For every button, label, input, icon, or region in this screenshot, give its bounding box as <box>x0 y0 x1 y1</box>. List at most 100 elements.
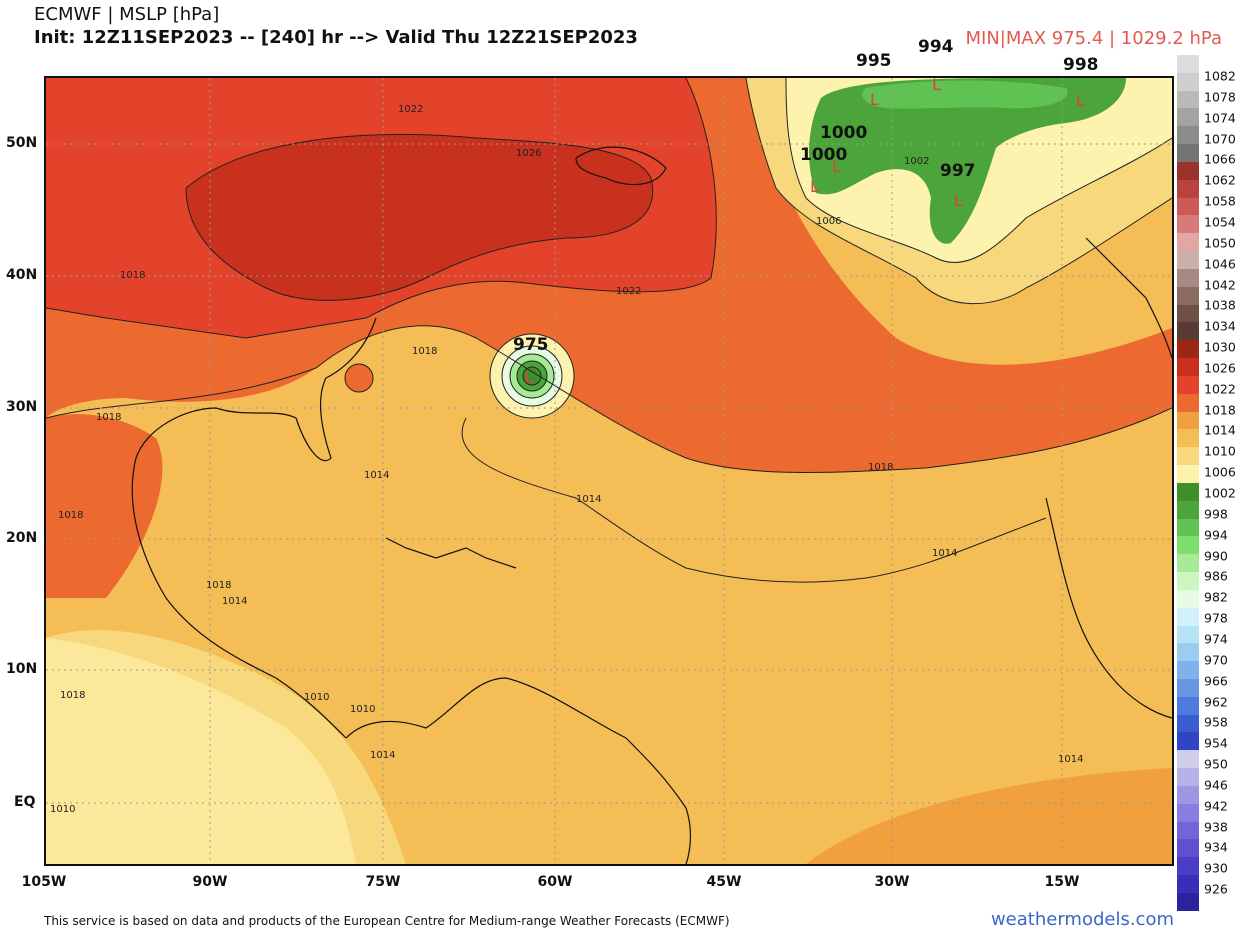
lat-label: 20N <box>6 530 38 546</box>
colorbar-tick-label: 954 <box>1204 735 1228 751</box>
lon-label: 105W <box>21 874 67 890</box>
graticule <box>46 78 1172 864</box>
colorbar-segment <box>1177 768 1199 786</box>
colorbar-segment <box>1177 108 1199 127</box>
contour-label: 1006 <box>816 216 841 227</box>
colorbar-segment <box>1177 839 1199 858</box>
colorbar-segment <box>1177 161 1199 180</box>
field-1002 <box>809 78 1126 244</box>
low-975-label: 975 <box>513 335 549 355</box>
contour-label: 1014 <box>370 750 395 761</box>
colorbar-segment <box>1177 55 1199 73</box>
colorbar-segment <box>1177 857 1199 876</box>
colorbar-tick-label: 1070 <box>1204 131 1236 147</box>
lon-label: 75W <box>365 874 401 890</box>
colorbar-tick-label: 970 <box>1204 652 1228 668</box>
colorbar-segment <box>1177 500 1199 519</box>
contour-label: 1018 <box>412 346 437 357</box>
lon-label: 15W <box>1044 874 1080 890</box>
colorbar-segment <box>1177 892 1199 911</box>
isobar-1026 <box>185 134 654 301</box>
low-marker: L <box>870 90 879 109</box>
contour-label: 1002 <box>904 156 929 167</box>
colorbar-tick-label: 942 <box>1204 798 1228 814</box>
field-1006-pacific <box>46 638 356 864</box>
lat-label: 10N <box>6 661 38 677</box>
contour-label: 1014 <box>576 494 601 505</box>
storm-core <box>522 366 542 386</box>
contour-label: 1010 <box>304 692 329 703</box>
credit-text: This service is based on data and produc… <box>44 914 730 928</box>
contour-label: 1014 <box>364 470 389 481</box>
brand-link[interactable]: weathermodels.com <box>990 909 1174 930</box>
colorbar-tick-label: 1014 <box>1204 422 1236 438</box>
colorbar-tick-label: 990 <box>1204 548 1228 564</box>
contour-label: 1014 <box>222 596 247 607</box>
colorbar-segment <box>1177 90 1199 109</box>
coastlines <box>131 146 1172 864</box>
colorbar-segment <box>1177 518 1199 537</box>
isobar-1022 <box>46 78 717 339</box>
colorbar-segment <box>1177 179 1199 198</box>
colorbar-segment <box>1177 696 1199 715</box>
colorbar-tick-label: 934 <box>1204 839 1228 855</box>
colorbar-tick-label: 926 <box>1204 881 1228 897</box>
colorbar-segment <box>1177 589 1199 608</box>
colorbar-tick-label: 1042 <box>1204 277 1236 292</box>
colorbar-tick-label: 962 <box>1204 694 1228 709</box>
low-994-label: 994 <box>918 37 954 57</box>
colorbar-segment <box>1177 536 1199 555</box>
contour-label: 1022 <box>616 286 641 297</box>
isobar-1014 <box>461 417 1047 583</box>
colorbar-tick-label: 958 <box>1204 714 1228 730</box>
colorbar-segment <box>1177 554 1199 573</box>
contour-label: 1010 <box>350 704 375 715</box>
colorbar <box>1177 55 1199 911</box>
low-1000b-label: 1000 <box>800 145 847 165</box>
contour-label: 1018 <box>96 412 121 423</box>
low-1000a-label: 1000 <box>820 123 867 143</box>
colorbar-segment <box>1177 607 1199 626</box>
contour-label: 1014 <box>1058 754 1083 765</box>
colorbar-tick-label: 1050 <box>1204 235 1236 251</box>
isobar-1018 <box>46 325 1172 473</box>
colorbar-tick-label: 1078 <box>1204 89 1236 105</box>
colorbar-segment <box>1177 572 1199 590</box>
colorbar-tick-label: 1018 <box>1204 402 1236 418</box>
colorbar-segment <box>1177 465 1199 483</box>
min-max-readout: MIN|MAX 975.4 | 1029.2 hPa <box>965 28 1223 49</box>
colorbar-tick-label: 1006 <box>1204 464 1236 480</box>
lon-label: 60W <box>537 874 573 890</box>
colorbar-segment <box>1177 678 1199 697</box>
lat-label: 40N <box>6 267 38 283</box>
field-998 <box>862 80 1068 109</box>
colorbar-tick-label: 938 <box>1204 819 1228 835</box>
colorbar-tick-label: 1066 <box>1204 151 1236 167</box>
colorbar-segment <box>1177 144 1199 162</box>
colorbar-segment <box>1177 72 1199 91</box>
colorbar-segment <box>1177 714 1199 733</box>
colorbar-segment <box>1177 340 1199 359</box>
low-marker: L <box>810 177 819 196</box>
contour-label: 1018 <box>58 510 83 521</box>
field-1018-mexico <box>46 414 163 598</box>
low-marker: L <box>832 157 841 176</box>
map-subtitle: Init: 12Z11SEP2023 -- [240] hr --> Valid… <box>34 27 638 48</box>
colorbar-segment <box>1177 429 1199 448</box>
small-high-cell <box>344 363 374 393</box>
map-canvas: 1022 1026 1018 1022 1018 1018 1014 1014 … <box>46 78 1172 864</box>
colorbar-segment <box>1177 482 1199 501</box>
lon-label: 45W <box>706 874 742 890</box>
colorbar-segment <box>1177 358 1199 376</box>
colorbar-tick-label: 974 <box>1204 631 1228 647</box>
colorbar-tick-label: 950 <box>1204 756 1228 772</box>
contour-label: 1018 <box>120 270 145 281</box>
colorbar-segment <box>1177 732 1199 751</box>
colorbar-tick-label: 1002 <box>1204 485 1236 501</box>
colorbar-segment <box>1177 393 1199 412</box>
colorbar-segment <box>1177 803 1199 822</box>
pressure-map[interactable]: 1022 1026 1018 1022 1018 1018 1014 1014 … <box>44 76 1174 866</box>
colorbar-segment <box>1177 411 1199 430</box>
map-title: ECMWF | MSLP [hPa] <box>34 4 220 25</box>
colorbar-segment <box>1177 233 1199 252</box>
